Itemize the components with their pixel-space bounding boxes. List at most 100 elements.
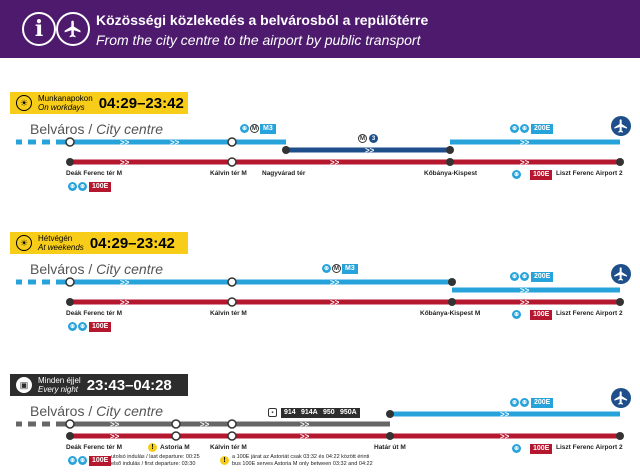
- bus-200e-badge: 200E: [531, 124, 554, 134]
- svg-text:>>: >>: [120, 138, 130, 147]
- info-icon: i: [22, 12, 56, 46]
- bus-100e-badge: 100E: [530, 310, 553, 320]
- svg-text:>>: >>: [520, 158, 530, 167]
- airport-bus-icon: ⊕: [520, 398, 529, 407]
- svg-text:>>: >>: [500, 410, 510, 419]
- service-hours: 23:43–04:28: [86, 376, 172, 394]
- svg-text:>>: >>: [520, 138, 530, 147]
- stop-label: Astoria M: [160, 444, 190, 451]
- stop-label: Liszt Ferenc Airport 2: [556, 444, 623, 451]
- svg-text:>>: >>: [520, 298, 530, 307]
- ticket-icon: ⊕: [68, 322, 77, 331]
- page-title: Közösségi közlekedés a belvárosból a rep…: [96, 12, 429, 28]
- svg-text:>>: >>: [110, 420, 120, 429]
- svg-text:>>: >>: [120, 298, 130, 307]
- stop-label: Kőbánya-Kispest: [424, 170, 478, 177]
- metro-icon: M: [332, 264, 341, 273]
- airport-bus-icon: ⊕: [520, 124, 529, 133]
- airport-icon-3: [613, 390, 629, 406]
- ticket-icon: ⊕: [510, 124, 519, 133]
- page-header: i Közösségi közlekedés a belvárosból a r…: [0, 0, 640, 58]
- departure-note: utolsó indulás / last departure: 00:25 e…: [111, 454, 200, 467]
- day-label-en: Every night: [38, 385, 79, 394]
- stop-label: Deák Ferenc tér M: [66, 310, 122, 317]
- sun-icon: ☀: [16, 235, 32, 251]
- svg-text:>>: >>: [330, 298, 340, 307]
- stop-label: Deák Ferenc tér M: [66, 170, 122, 177]
- schedule-weekends: ☀ Hétvégén At weekends 04:29–23:42: [10, 232, 188, 254]
- ticket-icon: ⊕: [240, 124, 249, 133]
- schedule-workdays: ☀ Munkanapokon On workdays 04:29–23:42: [10, 92, 188, 114]
- warning-icon: !: [148, 443, 157, 452]
- svg-text:>>: >>: [300, 432, 310, 441]
- svg-text:>>: >>: [170, 138, 180, 147]
- bus-100e-badge: 100E: [89, 182, 112, 192]
- origin-label: Belváros / City centre: [30, 403, 164, 419]
- bus-100e-badge: 100E: [89, 456, 112, 466]
- night-bus-badge: 950A: [337, 408, 360, 418]
- svg-text:>>: >>: [120, 278, 130, 287]
- section-1-lines: >> >> >> >> >> >> >>: [16, 116, 631, 167]
- metro-line-3-badge: 3: [369, 134, 378, 143]
- svg-text:>>: >>: [500, 432, 510, 441]
- schedule-nights: ▣ Minden éjjel Every night 23:43–04:28: [10, 374, 188, 396]
- sun-icon: ☀: [16, 95, 32, 111]
- bus-200e-badge: 200E: [531, 398, 554, 408]
- service-hours: 04:29–23:42: [98, 94, 184, 112]
- airport-bus-icon: ⊕: [78, 182, 87, 191]
- ticket-icon: ⊕: [512, 170, 521, 179]
- stop-label: Kőbánya-Kispest M: [420, 310, 481, 317]
- metro-line-badge: M3: [342, 264, 358, 274]
- svg-text:>>: >>: [200, 420, 210, 429]
- night-bus-badge: 914A: [298, 408, 321, 418]
- ticket-icon: ⊕: [512, 310, 521, 319]
- airport-icon-2: [613, 266, 629, 282]
- day-label: Hétvégén: [38, 234, 73, 243]
- stop-label: Kálvin tér M: [210, 310, 247, 317]
- origin-label: Belváros / City centre: [30, 261, 164, 277]
- warning-icon: !: [220, 456, 229, 465]
- stop-label: Kálvin tér M: [210, 444, 247, 451]
- night-bus-badge: 950: [320, 408, 338, 418]
- stop-label: Liszt Ferenc Airport 2: [556, 310, 623, 317]
- ticket-icon: ⊕: [322, 264, 331, 273]
- day-label: Minden éjjel: [38, 376, 81, 385]
- service-hours: 04:29–23:42: [89, 234, 175, 252]
- section-2-lines: >> >> >> >> >> >>: [16, 264, 631, 307]
- astoria-note: a 100E járat az Astoriát csak 03:32 és 0…: [232, 454, 373, 467]
- svg-text:>>: >>: [110, 432, 120, 441]
- ticket-icon: ⊕: [68, 456, 77, 465]
- airport-bus-icon: ⊕: [520, 272, 529, 281]
- airplane-icon: [56, 12, 90, 46]
- metro-icon: M: [358, 134, 367, 143]
- svg-text:>>: >>: [330, 158, 340, 167]
- day-label: Munkanapokon: [38, 94, 93, 103]
- svg-text:>>: >>: [330, 278, 340, 287]
- night-bus-icon: ▣: [16, 377, 32, 393]
- bus-100e-badge: 100E: [530, 444, 553, 454]
- ticket-icon: ⊕: [510, 398, 519, 407]
- stop-label: Kálvin tér M: [210, 170, 247, 177]
- svg-text:>>: >>: [300, 420, 310, 429]
- svg-text:>>: >>: [365, 146, 375, 155]
- airport-bus-icon: ⊕: [78, 456, 87, 465]
- stop-label: Deák Ferenc tér M: [66, 444, 122, 451]
- page-subtitle: From the city centre to the airport by p…: [96, 32, 421, 48]
- bus-100e-badge: 100E: [530, 170, 553, 180]
- origin-label: Belváros / City centre: [30, 121, 164, 137]
- day-label-en: On workdays: [38, 103, 85, 112]
- airport-icon-1: [613, 118, 629, 134]
- night-bus-badge: 914: [281, 408, 299, 418]
- day-label-en: At weekends: [38, 243, 84, 252]
- stop-label: Nagyvárad tér: [262, 170, 306, 177]
- section-3-lines: >> >> >> >> >> >> >>: [16, 388, 631, 441]
- svg-text:>>: >>: [120, 158, 130, 167]
- airport-bus-icon: ⊕: [78, 322, 87, 331]
- ticket-icon: ⊕: [510, 272, 519, 281]
- stop-label: Határ út M: [374, 444, 406, 451]
- night-bus-icon: ▪: [268, 408, 277, 417]
- bus-200e-badge: 200E: [531, 272, 554, 282]
- svg-text:>>: >>: [520, 286, 530, 295]
- bus-100e-badge: 100E: [89, 322, 112, 332]
